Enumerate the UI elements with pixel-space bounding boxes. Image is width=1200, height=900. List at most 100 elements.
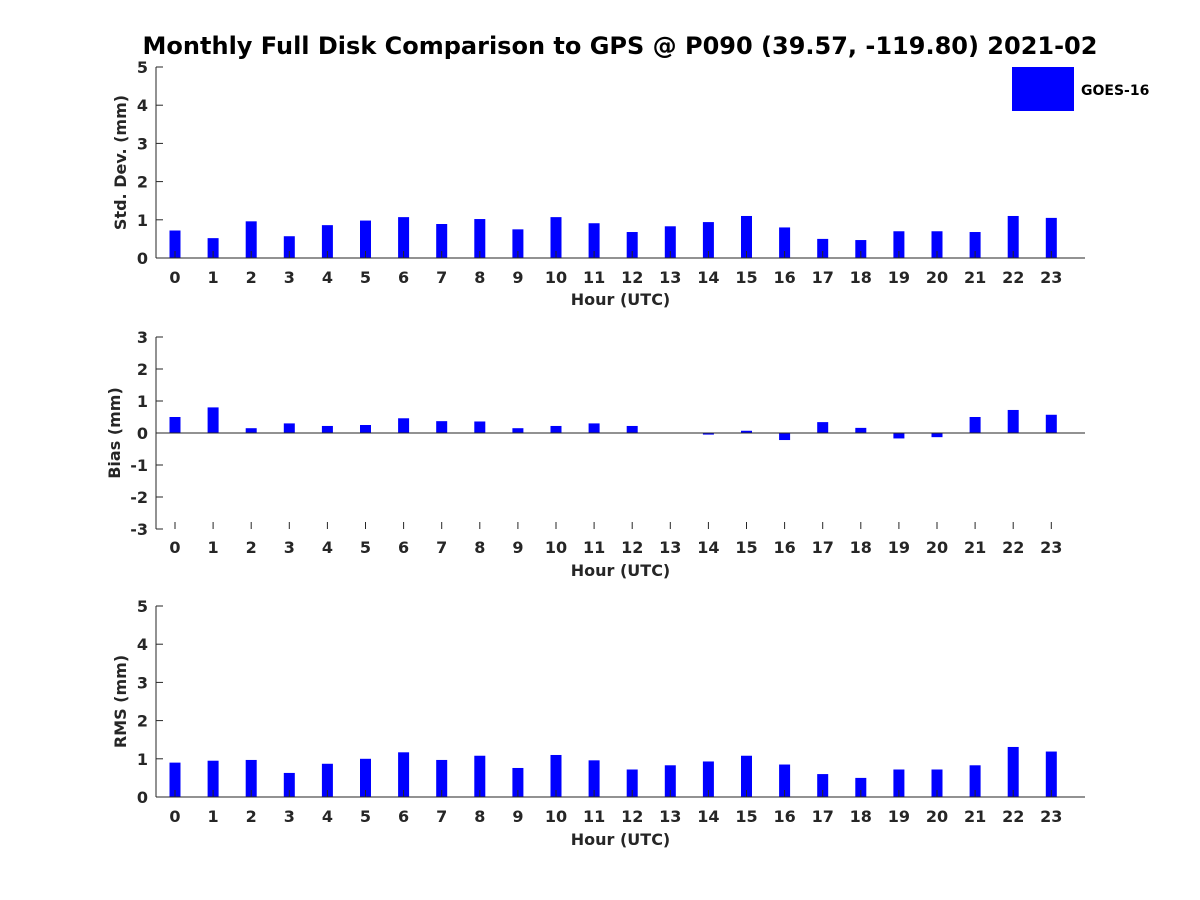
rms-bar-hour-6 bbox=[398, 752, 410, 797]
rms-xtick-label: 6 bbox=[398, 807, 409, 826]
rms-y-axis-label: RMS (mm) bbox=[111, 655, 130, 748]
rms-bar-hour-3 bbox=[283, 772, 295, 797]
rms-xtick-label: 9 bbox=[512, 807, 523, 826]
rms-xtick-label: 3 bbox=[284, 807, 295, 826]
bias-bar-hour-21 bbox=[969, 417, 981, 433]
bias-bar-hour-9 bbox=[512, 428, 524, 433]
rms-bar-hour-17 bbox=[817, 774, 829, 797]
bias-xtick-label: 9 bbox=[512, 538, 523, 557]
bias-xtick-label: 16 bbox=[773, 538, 795, 557]
bias-xtick-label: 20 bbox=[926, 538, 948, 557]
bias-xtick-label: 19 bbox=[888, 538, 910, 557]
bias-bar-hour-10 bbox=[550, 425, 562, 433]
bias-xtick-label: 6 bbox=[398, 538, 409, 557]
legend: GOES-16 bbox=[1012, 67, 1149, 111]
rms-xtick-label: 16 bbox=[773, 807, 795, 826]
rms-x-axis-label: Hour (UTC) bbox=[571, 830, 671, 849]
bias-xtick-label: 22 bbox=[1002, 538, 1024, 557]
std-bar-hour-19 bbox=[893, 231, 905, 258]
std-xtick-label: 17 bbox=[812, 268, 834, 287]
std-bar-hour-9 bbox=[512, 229, 524, 258]
std-xtick-label: 9 bbox=[512, 268, 523, 287]
rms-bar-hour-9 bbox=[512, 767, 524, 797]
bias-bar-hour-2 bbox=[245, 428, 257, 433]
std-bar-hour-22 bbox=[1007, 215, 1019, 258]
bias-bar-hour-18 bbox=[855, 427, 867, 433]
std-bar-hour-6 bbox=[398, 217, 410, 258]
bias-xtick-label: 2 bbox=[246, 538, 257, 557]
std-xtick-label: 11 bbox=[583, 268, 605, 287]
bias-xtick-label: 23 bbox=[1040, 538, 1062, 557]
rms-bar-hour-12 bbox=[626, 769, 638, 797]
rms-xtick-label: 5 bbox=[360, 807, 371, 826]
std-xtick-label: 16 bbox=[773, 268, 795, 287]
std-ytick-label: 4 bbox=[137, 96, 148, 115]
std-bar-hour-8 bbox=[474, 219, 486, 258]
rms-xtick-label: 19 bbox=[888, 807, 910, 826]
std-xtick-label: 10 bbox=[545, 268, 567, 287]
bias-xtick-label: 13 bbox=[659, 538, 681, 557]
std-ytick-label: 1 bbox=[137, 211, 148, 230]
std-xtick-label: 20 bbox=[926, 268, 948, 287]
std-bar-hour-17 bbox=[817, 238, 829, 258]
rms-bar-hour-8 bbox=[474, 755, 486, 797]
bias-bar-hour-1 bbox=[207, 407, 219, 433]
rms-bar-hour-15 bbox=[741, 755, 752, 797]
rms-xtick-label: 1 bbox=[208, 807, 219, 826]
rms-xtick-label: 14 bbox=[697, 807, 719, 826]
rms-xtick-label: 21 bbox=[964, 807, 986, 826]
std-y-axis-label: Std. Dev. (mm) bbox=[111, 95, 130, 230]
bias-bar-hour-16 bbox=[779, 433, 791, 441]
std-xtick-label: 23 bbox=[1040, 268, 1062, 287]
bias-bar-hour-23 bbox=[1045, 414, 1057, 433]
std-xtick-label: 18 bbox=[850, 268, 872, 287]
bias-xtick-label: 17 bbox=[812, 538, 834, 557]
std-xtick-label: 7 bbox=[436, 268, 447, 287]
rms-ytick-label: 1 bbox=[137, 750, 148, 769]
std-bar-hour-13 bbox=[664, 226, 676, 258]
std-bar-hour-12 bbox=[626, 232, 638, 258]
bias-bar-hour-8 bbox=[474, 421, 486, 433]
bias-xtick-label: 1 bbox=[208, 538, 219, 557]
bias-bar-hour-20 bbox=[931, 433, 943, 438]
rms-xtick-label: 22 bbox=[1002, 807, 1024, 826]
rms-bar-hour-13 bbox=[664, 765, 676, 797]
rms-xtick-label: 10 bbox=[545, 807, 567, 826]
std-x-axis-label: Hour (UTC) bbox=[571, 290, 671, 309]
rms-xtick-label: 4 bbox=[322, 807, 333, 826]
std-xtick-label: 6 bbox=[398, 268, 409, 287]
std-xtick-label: 4 bbox=[322, 268, 333, 287]
std-bar-hour-3 bbox=[283, 236, 295, 258]
bias-xtick-label: 5 bbox=[360, 538, 371, 557]
std-xtick-label: 12 bbox=[621, 268, 643, 287]
rms-bar-hour-7 bbox=[436, 759, 448, 797]
std-bar-hour-0 bbox=[169, 230, 181, 258]
bias-bar-hour-3 bbox=[283, 423, 295, 433]
std-ytick-label: 0 bbox=[137, 249, 148, 268]
bias-bar-hour-11 bbox=[588, 423, 600, 433]
bias-xtick-label: 4 bbox=[322, 538, 333, 557]
rms-xtick-label: 2 bbox=[246, 807, 257, 826]
bias-bar-hour-12 bbox=[626, 425, 638, 433]
std-xtick-label: 22 bbox=[1002, 268, 1024, 287]
rms-ytick-label: 4 bbox=[137, 635, 148, 654]
rms-xtick-label: 23 bbox=[1040, 807, 1062, 826]
bias-ytick-label: -1 bbox=[130, 456, 148, 475]
bias-xtick-label: 0 bbox=[169, 538, 180, 557]
std-xtick-label: 8 bbox=[474, 268, 485, 287]
bias-bar-hour-4 bbox=[321, 425, 333, 433]
rms-bar-hour-23 bbox=[1045, 751, 1057, 797]
legend-label-goes-16: GOES-16 bbox=[1081, 83, 1149, 99]
bias-ytick-label: 1 bbox=[137, 392, 148, 411]
std-ytick-label: 2 bbox=[137, 173, 148, 192]
std-xtick-label: 19 bbox=[888, 268, 910, 287]
std-xtick-label: 5 bbox=[360, 268, 371, 287]
rms-bar-hour-5 bbox=[360, 758, 371, 797]
std-xtick-label: 2 bbox=[246, 268, 257, 287]
bias-xtick-label: 14 bbox=[697, 538, 719, 557]
bias-bar-hour-7 bbox=[436, 421, 448, 433]
bias-xtick-label: 12 bbox=[621, 538, 643, 557]
